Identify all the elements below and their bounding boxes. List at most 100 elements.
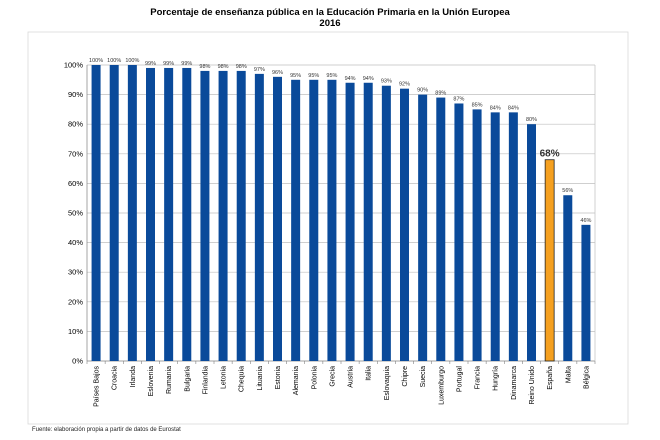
y-tick-label: 90% bbox=[68, 90, 83, 99]
x-tick-label: Grecia bbox=[329, 366, 336, 387]
bar bbox=[381, 85, 391, 361]
y-tick-label: 20% bbox=[68, 297, 83, 306]
x-tick-label: Estonia bbox=[275, 366, 282, 389]
chart-subtitle: 2016 bbox=[319, 18, 341, 29]
data-label: 95% bbox=[308, 73, 319, 79]
x-tick-label: Suecia bbox=[420, 366, 427, 388]
data-label: 94% bbox=[345, 76, 356, 82]
x-tick-label: Países Bajos bbox=[94, 366, 101, 407]
x-tick-label: Irlanda bbox=[130, 366, 137, 388]
data-label: 95% bbox=[290, 73, 301, 79]
x-tick-label: Letonia bbox=[221, 366, 228, 389]
data-label: 99% bbox=[181, 61, 192, 67]
bar bbox=[164, 67, 174, 362]
data-label: 93% bbox=[381, 79, 392, 85]
y-tick-label: 70% bbox=[68, 149, 83, 158]
data-label: 95% bbox=[326, 73, 337, 79]
y-tick-label: 0% bbox=[72, 357, 83, 366]
bar bbox=[544, 159, 555, 362]
data-label: 80% bbox=[526, 117, 537, 123]
bar bbox=[273, 76, 282, 361]
x-tick-label: Hungría bbox=[493, 366, 500, 391]
x-tick-label: Polonia bbox=[311, 366, 318, 389]
bar bbox=[236, 70, 246, 362]
data-label: 94% bbox=[363, 76, 374, 82]
data-label: 99% bbox=[163, 61, 174, 67]
data-label: 98% bbox=[199, 64, 210, 70]
chart-frame bbox=[27, 31, 629, 425]
x-tick-label: Malta bbox=[565, 366, 572, 383]
y-tick-label: 30% bbox=[68, 268, 83, 277]
data-label: 100% bbox=[89, 58, 103, 64]
x-tick-label: Portugal bbox=[456, 366, 463, 393]
y-tick-label: 10% bbox=[68, 327, 83, 336]
x-tick-label: Bulgaria bbox=[184, 366, 191, 392]
x-tick-label: Finlandia bbox=[202, 366, 209, 395]
bar bbox=[309, 79, 319, 362]
source-footnote: Fuente: elaboración propia a partir de d… bbox=[32, 427, 181, 433]
data-label: 92% bbox=[399, 82, 410, 88]
x-tick-label: Lituania bbox=[257, 366, 264, 391]
x-tick-label: Bélgica bbox=[583, 366, 590, 389]
bar bbox=[200, 70, 210, 362]
bar bbox=[345, 82, 355, 361]
bar bbox=[527, 124, 536, 361]
x-tick-label: Eslovenia bbox=[148, 366, 155, 396]
data-label: 85% bbox=[472, 102, 483, 108]
bar bbox=[363, 82, 373, 361]
bar bbox=[400, 88, 409, 362]
x-tick-label: Eslovaquia bbox=[384, 366, 391, 400]
bar bbox=[490, 112, 500, 361]
x-tick-label: Chipre bbox=[402, 366, 409, 387]
x-tick-label: Francia bbox=[475, 366, 482, 389]
data-label: 100% bbox=[125, 58, 139, 64]
data-label: 96% bbox=[272, 70, 283, 76]
y-tick-label: 100% bbox=[64, 61, 84, 70]
bar bbox=[91, 65, 101, 361]
bar bbox=[254, 73, 264, 361]
data-label: 89% bbox=[435, 91, 446, 97]
bar bbox=[127, 65, 137, 361]
data-label: 46% bbox=[580, 218, 591, 224]
data-label: 98% bbox=[236, 64, 247, 70]
data-label: 84% bbox=[508, 105, 519, 111]
bar bbox=[109, 65, 119, 361]
bar bbox=[563, 195, 573, 361]
x-tick-label: Italia bbox=[366, 366, 373, 381]
x-tick-label: Chequia bbox=[239, 366, 246, 392]
x-tick-label: Croacia bbox=[112, 366, 119, 390]
x-tick-label: Reino Unido bbox=[529, 366, 536, 405]
data-label: 90% bbox=[417, 88, 428, 94]
y-tick-label: 60% bbox=[68, 179, 83, 188]
bar bbox=[436, 97, 446, 361]
data-label: 100% bbox=[107, 58, 121, 64]
data-label: 99% bbox=[145, 61, 156, 67]
bar bbox=[146, 67, 155, 362]
x-tick-label: Alemania bbox=[293, 366, 300, 395]
bar bbox=[454, 103, 464, 361]
bar bbox=[418, 94, 428, 361]
data-label: 84% bbox=[490, 105, 501, 111]
bar bbox=[327, 79, 337, 362]
x-tick-label: Dinamarca bbox=[511, 366, 518, 400]
chart-title: Porcentaje de enseñanza pública en la Ed… bbox=[150, 7, 510, 18]
x-tick-label: Austria bbox=[348, 366, 355, 388]
data-label: 68% bbox=[540, 149, 560, 160]
bar bbox=[508, 112, 518, 361]
bar bbox=[218, 70, 228, 362]
bar bbox=[291, 79, 301, 362]
data-label: 87% bbox=[453, 96, 464, 102]
x-tick-label: Luxemburgo bbox=[438, 366, 445, 405]
x-tick-label: Rumania bbox=[166, 366, 173, 394]
y-tick-label: 80% bbox=[68, 120, 83, 129]
x-tick-label: España bbox=[547, 366, 554, 390]
data-label: 98% bbox=[218, 64, 229, 70]
data-label: 56% bbox=[562, 188, 573, 194]
bar bbox=[472, 109, 482, 362]
y-tick-label: 40% bbox=[68, 238, 83, 247]
bar bbox=[581, 224, 591, 361]
bar bbox=[182, 67, 192, 362]
data-label: 97% bbox=[254, 67, 265, 73]
y-tick-label: 50% bbox=[68, 209, 83, 218]
